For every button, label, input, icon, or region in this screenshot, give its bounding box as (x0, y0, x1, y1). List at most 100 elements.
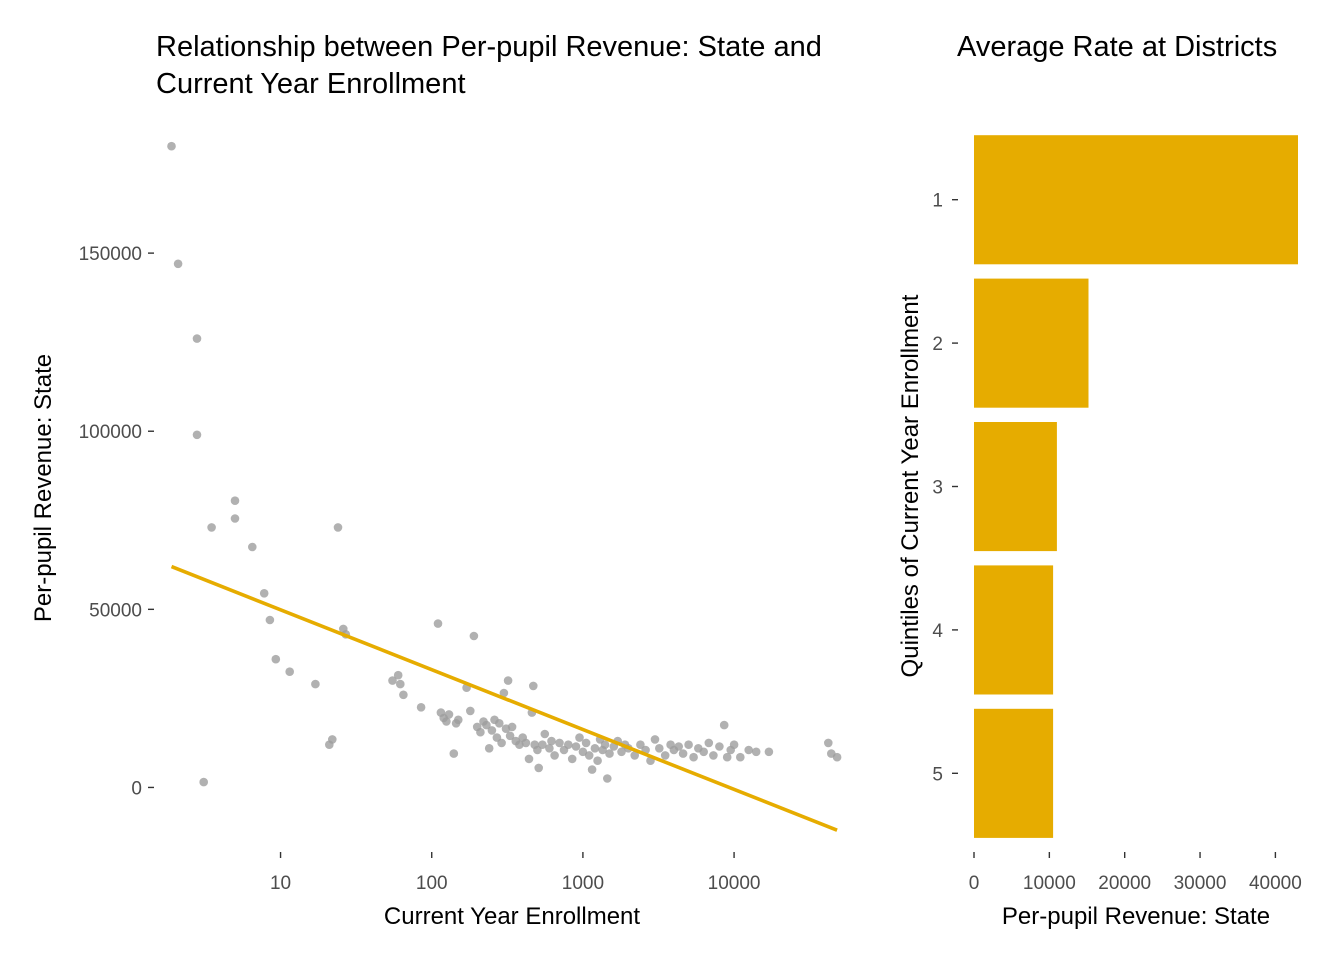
scatter-point (538, 740, 547, 749)
bar-quintile-5 (974, 708, 1054, 838)
scatter-point (503, 676, 513, 685)
scatter-panel: Relationship between Per-pupil Revenue: … (30, 31, 842, 930)
scatter-point (824, 738, 833, 748)
y-tick-label: 100000 (79, 422, 142, 443)
scatter-point (454, 715, 463, 725)
bar-x-tick-label: 10000 (1023, 873, 1076, 894)
scatter-point (545, 744, 554, 753)
trend-line (170, 564, 838, 832)
scatter-point (590, 744, 600, 753)
x-tick-label: 1000 (562, 873, 604, 894)
scatter-point (719, 720, 729, 730)
bar-quintile-1 (974, 135, 1298, 265)
scatter-title: Relationship between Per-pupil Revenue: … (156, 31, 822, 63)
scatter-point (487, 726, 497, 735)
bars-group (974, 135, 1298, 838)
scatter-point (584, 751, 594, 760)
scatter-point (600, 740, 610, 749)
bar-y-tick-label: 2 (932, 334, 943, 355)
scatter-point (617, 747, 626, 757)
bar-y-tick-label: 1 (932, 191, 943, 212)
scatter-y-axis: 0 50000 100000 150000 (79, 244, 154, 799)
bar-x-axis: 0 10000 20000 30000 40000 (969, 852, 1302, 894)
scatter-point (199, 777, 208, 787)
scatter-x-axis: 10 100 1000 10000 (270, 852, 760, 894)
scatter-point (593, 756, 602, 765)
scatter-point (660, 751, 670, 760)
scatter-point (704, 738, 714, 748)
scatter-x-axis-title: Current Year Enrollment (384, 903, 640, 930)
scatter-point (555, 738, 564, 748)
bar-x-tick-label: 40000 (1249, 873, 1302, 894)
bar-y-axis-title: Quintiles of Current Year Enrollment (897, 294, 924, 677)
bar-x-tick-label: 0 (969, 873, 980, 894)
bar-quintile-4 (974, 565, 1054, 695)
scatter-point (230, 496, 240, 506)
scatter-point (482, 720, 491, 730)
scatter-y-axis-title: Per-pupil Revenue: State (30, 354, 57, 622)
bar-panel: Average Rate at Districts 1 2 3 4 5 0 10000 20… (897, 31, 1302, 930)
scatter-point (534, 763, 543, 773)
scatter-point (495, 719, 504, 728)
scatter-point (722, 752, 732, 762)
scatter-point (173, 259, 183, 269)
scatter-point (678, 749, 688, 758)
y-tick-label: 50000 (89, 600, 142, 621)
scatter-point (393, 670, 403, 680)
scatter-point (469, 631, 479, 641)
bar-quintile-2 (974, 278, 1089, 408)
bar-y-tick-label: 4 (932, 621, 943, 642)
bar-x-tick-label: 30000 (1174, 873, 1227, 894)
bar-title: Average Rate at Districts (957, 31, 1277, 63)
scatter-point (433, 619, 443, 628)
scatter-point (442, 717, 451, 726)
scatter-point (729, 740, 739, 749)
scatter-point (630, 751, 639, 760)
scatter-point (449, 749, 459, 758)
scatter-point (259, 589, 269, 598)
scatter-point (564, 740, 573, 749)
scatter-point (587, 765, 597, 774)
scatter-point (529, 681, 538, 691)
y-tick-label: 0 (131, 778, 142, 799)
scatter-point (581, 738, 591, 748)
scatter-point (684, 740, 693, 749)
scatter-point (709, 751, 718, 760)
scatter-point (567, 754, 577, 764)
bar-y-axis: 1 2 3 4 5 (932, 191, 958, 785)
scatter-points-group (167, 141, 842, 787)
scatter-point (311, 679, 320, 689)
scatter-point (192, 334, 202, 343)
scatter-point (497, 738, 506, 748)
y-tick-label: 150000 (79, 244, 142, 265)
scatter-point (466, 706, 475, 716)
scatter-point (736, 752, 745, 762)
scatter-point (650, 735, 660, 744)
scatter-point (636, 740, 645, 749)
scatter-point (476, 727, 485, 737)
scatter-point (605, 749, 614, 758)
scatter-point (285, 667, 295, 676)
scatter-point (265, 615, 275, 625)
scatter-point (521, 738, 531, 748)
scatter-point (764, 747, 774, 757)
scatter-point (192, 430, 202, 440)
scatter-point (547, 736, 556, 746)
bar-quintile-3 (974, 422, 1057, 552)
scatter-point (744, 745, 753, 755)
scatter-point (578, 747, 588, 757)
scatter-point (515, 740, 524, 749)
scatter-point (444, 710, 454, 719)
scatter-point (248, 542, 257, 552)
scatter-point (271, 654, 281, 664)
scatter-point (484, 744, 494, 753)
scatter-point (571, 742, 581, 751)
scatter-point (505, 731, 515, 741)
scatter-point (507, 722, 517, 732)
scatter-point (396, 679, 405, 689)
x-tick-label: 10 (270, 873, 291, 894)
scatter-point (751, 747, 761, 757)
bar-y-tick-label: 5 (932, 764, 943, 785)
scatter-point (416, 703, 426, 712)
